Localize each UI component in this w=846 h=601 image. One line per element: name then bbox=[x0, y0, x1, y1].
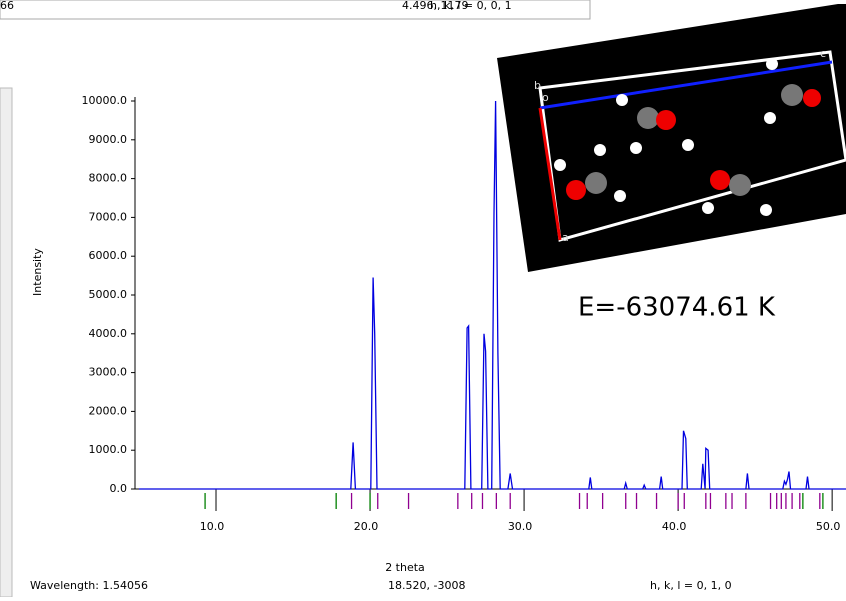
atom bbox=[764, 112, 776, 124]
atom bbox=[656, 110, 676, 130]
x-tick-label: 50.0 bbox=[816, 520, 841, 533]
y-tick-label: 6000.0 bbox=[89, 249, 128, 262]
axis-label: b bbox=[534, 79, 541, 92]
atom bbox=[729, 174, 751, 196]
x-axis-label: 2 theta bbox=[385, 561, 425, 574]
page: {"top_bar": {"left": "66", "coords": "4.… bbox=[0, 0, 846, 597]
y-tick-label: 2000.0 bbox=[89, 404, 128, 417]
wavelength: Wavelength: 1.54056 bbox=[30, 579, 148, 592]
atom bbox=[630, 142, 642, 154]
atom bbox=[803, 89, 821, 107]
y-tick-label: 7000.0 bbox=[89, 210, 128, 223]
y-axis-label: Intensity bbox=[31, 248, 44, 296]
chart: 66 4.496, 1179 h, k, l = 0, 0, 1 Intensi… bbox=[0, 0, 846, 597]
x-tick-label: 30.0 bbox=[508, 520, 533, 533]
cursor-hkl: h, k, l = 0, 1, 0 bbox=[650, 579, 732, 592]
energy-label: E=-63074.61 K bbox=[578, 293, 776, 323]
top-left-text: 66 bbox=[0, 0, 14, 12]
atom bbox=[614, 190, 626, 202]
y-tick-label: 5000.0 bbox=[89, 288, 128, 301]
structure-bg bbox=[497, 4, 846, 272]
y-tick-label: 0.0 bbox=[110, 482, 128, 495]
y-tick-label: 9000.0 bbox=[89, 133, 128, 146]
axis-label: a bbox=[562, 231, 569, 244]
atom bbox=[702, 202, 714, 214]
atom bbox=[760, 204, 772, 216]
atom bbox=[554, 159, 566, 171]
axis-label: c bbox=[820, 47, 826, 60]
atom bbox=[766, 58, 778, 70]
y-tick-label: 1000.0 bbox=[89, 443, 128, 456]
top-hkl: h, k, l = 0, 0, 1 bbox=[430, 0, 512, 12]
y-tick-label: 3000.0 bbox=[89, 366, 128, 379]
atom bbox=[710, 170, 730, 190]
y-tick-label: 4000.0 bbox=[89, 327, 128, 340]
atom bbox=[682, 139, 694, 151]
atom bbox=[566, 180, 586, 200]
atom bbox=[594, 144, 606, 156]
atom bbox=[585, 172, 607, 194]
cursor-coords: 18.520, -3008 bbox=[388, 579, 465, 592]
atom bbox=[616, 94, 628, 106]
atom bbox=[637, 107, 659, 129]
x-tick-label: 10.0 bbox=[200, 520, 225, 533]
axis-label: o bbox=[542, 91, 549, 104]
left-strip bbox=[0, 88, 12, 597]
structure-view: b o c a bbox=[497, 4, 846, 272]
x-tick-label: 40.0 bbox=[662, 520, 687, 533]
x-tick-label: 20.0 bbox=[354, 520, 379, 533]
y-tick-label: 8000.0 bbox=[89, 172, 128, 185]
atom bbox=[781, 84, 803, 106]
y-tick-label: 10000.0 bbox=[82, 94, 128, 107]
